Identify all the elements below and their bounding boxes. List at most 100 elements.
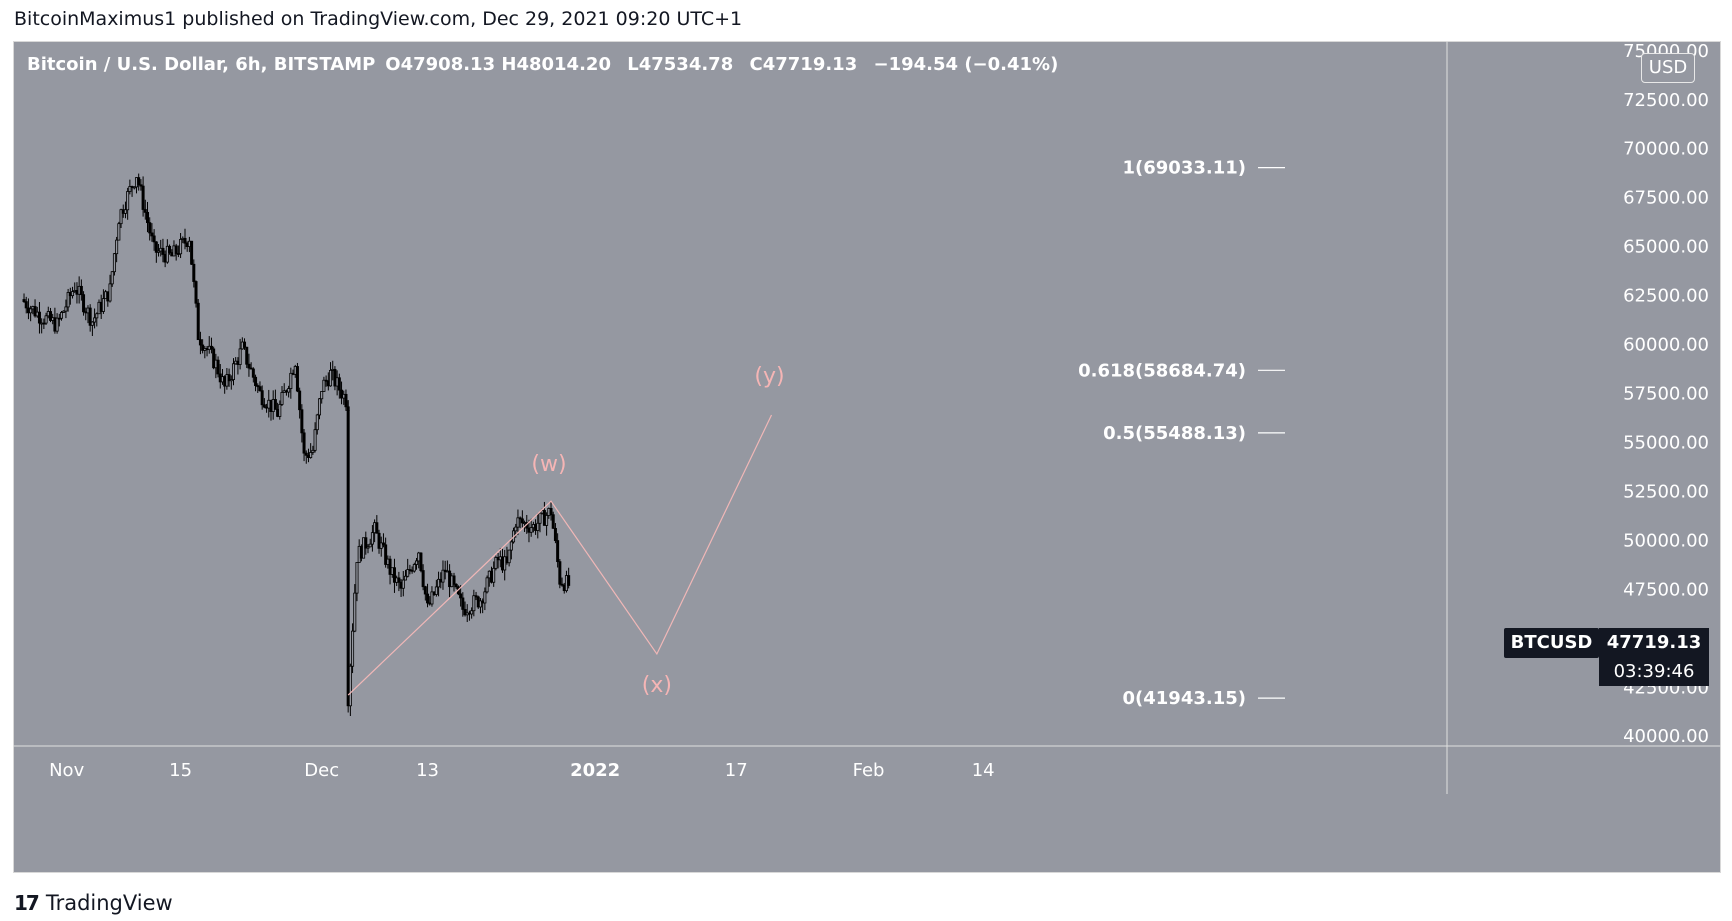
- candle-body: [423, 586, 427, 595]
- candle-body: [351, 630, 355, 667]
- time-tick-label: 13: [416, 760, 439, 781]
- elliott-wave-path: (w) (x) (y): [347, 364, 785, 698]
- candle-body: [62, 310, 66, 313]
- price-chart[interactable]: (w) (x) (y) 1(69033.11) 0.618(58684.74) 0.5(…: [13, 41, 1721, 873]
- candle-body: [298, 390, 302, 411]
- time-axis: Nov 15 Dec 13 2022 17 Feb 14: [49, 760, 995, 781]
- candle-body: [472, 595, 476, 612]
- symbol-title: Bitcoin / U.S. Dollar, 6h, BITSTAMP: [27, 54, 376, 75]
- candle-body: [503, 556, 507, 571]
- candle-body: [22, 299, 26, 303]
- candle-body: [507, 549, 511, 564]
- candle-body: [141, 185, 145, 210]
- wave-label: (w): [531, 452, 566, 477]
- candle-body: [154, 241, 158, 253]
- chart-panel[interactable]: [13, 41, 1721, 873]
- fibonacci-levels: 1(69033.11) 0.618(58684.74) 0.5(55488.13) 0…: [1078, 158, 1285, 709]
- candle-body: [112, 253, 116, 273]
- fib-label: 1(69033.11): [1123, 158, 1247, 179]
- candle-body: [157, 250, 161, 253]
- candle-body: [139, 184, 143, 187]
- legend-low: L47534.78: [627, 54, 734, 75]
- candle-body: [152, 235, 156, 243]
- candle-body: [406, 569, 410, 577]
- time-tick-label: Feb: [853, 760, 885, 781]
- candle-body: [260, 390, 264, 406]
- candle-body: [33, 306, 37, 317]
- candle-body: [128, 186, 132, 192]
- candle-body: [536, 522, 540, 531]
- candle-body: [518, 517, 522, 520]
- time-tick-label: 15: [169, 760, 192, 781]
- price-tick-label: 40000.00: [1623, 726, 1709, 747]
- candle-body: [101, 298, 105, 312]
- candle-body: [256, 385, 260, 388]
- wave-label: (x): [642, 673, 672, 698]
- candle-body: [461, 597, 465, 610]
- candle-body: [483, 591, 487, 604]
- candle-body: [313, 429, 317, 451]
- fib-label: 0.618(58684.74): [1078, 360, 1246, 381]
- candle-body: [123, 209, 127, 214]
- candle-body: [108, 283, 112, 302]
- tradingview-logo[interactable]: 17 TradingView: [14, 891, 173, 915]
- candle-body: [110, 271, 114, 285]
- candle-body: [238, 348, 242, 365]
- candle-body: [494, 557, 498, 569]
- candle-body: [412, 564, 416, 572]
- tradingview-logo-icon: 17: [14, 891, 40, 915]
- candle-body: [441, 569, 445, 583]
- candle-body: [470, 610, 474, 615]
- candle-body: [520, 518, 524, 524]
- candle-body: [437, 578, 441, 588]
- wave-line: [347, 414, 773, 696]
- candle-body: [48, 311, 52, 321]
- candle-body: [90, 321, 94, 326]
- candle-body: [304, 452, 308, 456]
- fib-label: 0(41943.15): [1123, 688, 1247, 709]
- candle-body: [37, 311, 41, 324]
- candle-body: [384, 544, 388, 565]
- price-tick-label: 62500.00: [1623, 286, 1709, 307]
- candle-body: [190, 240, 194, 265]
- price-tag-symbol: BTCUSD: [1504, 628, 1599, 658]
- candle-body: [556, 540, 560, 563]
- candle-body: [558, 561, 562, 585]
- candle-body: [95, 313, 99, 319]
- candle-body: [538, 512, 542, 524]
- price-tag-price: 47719.13: [1599, 628, 1709, 658]
- candle-body: [370, 532, 374, 545]
- price-tick-label: 50000.00: [1623, 530, 1709, 551]
- candle-body: [93, 317, 97, 323]
- candle-body: [549, 508, 553, 516]
- candle-body: [344, 393, 348, 408]
- candle-body: [117, 223, 121, 241]
- candle-body: [119, 209, 123, 225]
- time-tick-label: 2022: [570, 760, 620, 781]
- time-tick-label: Nov: [49, 760, 84, 781]
- candle-body: [377, 532, 381, 549]
- candle-body: [311, 449, 315, 453]
- candle-body: [258, 386, 262, 392]
- axis-separators: [13, 41, 1721, 794]
- price-tick-label: 65000.00: [1623, 237, 1709, 258]
- candle-body: [55, 317, 59, 332]
- candle-body: [212, 348, 216, 369]
- candle-body: [317, 398, 321, 416]
- candle-body: [514, 526, 518, 532]
- candle-body: [278, 404, 282, 417]
- symbol-legend: Bitcoin / U.S. Dollar, 6h, BITSTAMP O4790…: [27, 54, 1068, 75]
- candle-body: [348, 665, 352, 707]
- candle-body: [150, 232, 154, 237]
- candle-body: [192, 263, 196, 282]
- candle-body: [346, 410, 350, 707]
- currency-button[interactable]: USD: [1641, 53, 1695, 83]
- candle-body: [280, 392, 284, 405]
- candle-body: [179, 239, 183, 255]
- candle-body: [249, 367, 253, 370]
- candle-body: [309, 452, 313, 458]
- price-tick-label: 72500.00: [1623, 90, 1709, 111]
- candle-body: [551, 514, 555, 529]
- candle-body: [198, 339, 202, 346]
- price-tick-label: 70000.00: [1623, 139, 1709, 160]
